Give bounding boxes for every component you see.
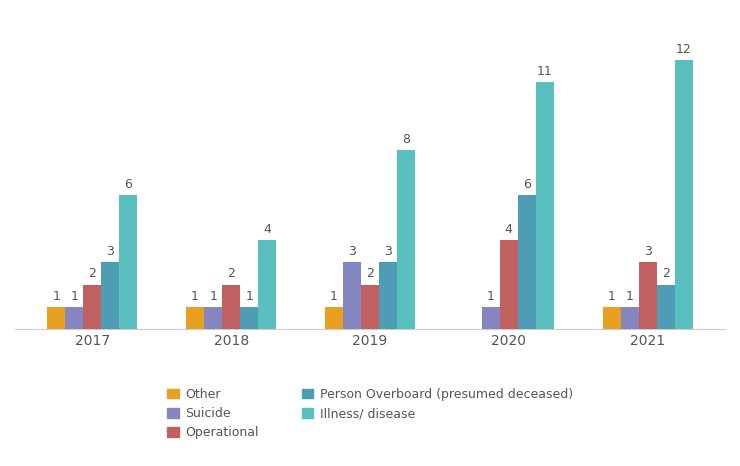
Bar bbox=[343, 262, 361, 329]
Text: 1: 1 bbox=[53, 290, 60, 303]
Bar bbox=[675, 60, 693, 329]
Text: 11: 11 bbox=[537, 65, 553, 78]
Bar bbox=[119, 195, 138, 329]
Bar bbox=[186, 307, 204, 329]
Text: 8: 8 bbox=[402, 133, 410, 146]
Bar bbox=[500, 240, 518, 329]
Text: 1: 1 bbox=[625, 290, 633, 303]
Bar bbox=[361, 285, 379, 329]
Text: 3: 3 bbox=[384, 245, 392, 258]
Text: 6: 6 bbox=[124, 178, 132, 191]
Bar bbox=[325, 307, 343, 329]
Text: 6: 6 bbox=[523, 178, 531, 191]
Text: 1: 1 bbox=[70, 290, 78, 303]
Text: 1: 1 bbox=[209, 290, 217, 303]
Text: 3: 3 bbox=[644, 245, 651, 258]
Text: 3: 3 bbox=[107, 245, 115, 258]
Bar bbox=[258, 240, 276, 329]
Text: 2: 2 bbox=[366, 267, 374, 281]
Bar bbox=[639, 262, 656, 329]
Text: 12: 12 bbox=[676, 43, 692, 56]
Text: 2: 2 bbox=[662, 267, 670, 281]
Bar bbox=[204, 307, 222, 329]
Bar bbox=[621, 307, 639, 329]
Text: 2: 2 bbox=[89, 267, 96, 281]
Bar bbox=[47, 307, 65, 329]
Bar bbox=[379, 262, 397, 329]
Text: 1: 1 bbox=[487, 290, 495, 303]
Bar bbox=[536, 82, 554, 329]
Text: 2: 2 bbox=[227, 267, 235, 281]
Text: 1: 1 bbox=[245, 290, 253, 303]
Text: 1: 1 bbox=[330, 290, 338, 303]
Text: 1: 1 bbox=[191, 290, 199, 303]
Bar bbox=[656, 285, 675, 329]
Legend: Other, Suicide, Operational, Person Overboard (presumed deceased), Illness/ dise: Other, Suicide, Operational, Person Over… bbox=[162, 383, 578, 445]
Bar bbox=[84, 285, 101, 329]
Bar bbox=[518, 195, 536, 329]
Bar bbox=[222, 285, 241, 329]
Bar bbox=[101, 262, 119, 329]
Text: 1: 1 bbox=[608, 290, 616, 303]
Bar bbox=[65, 307, 84, 329]
Bar bbox=[482, 307, 500, 329]
Bar bbox=[240, 307, 258, 329]
Bar bbox=[397, 150, 415, 329]
Bar bbox=[602, 307, 621, 329]
Text: 4: 4 bbox=[505, 223, 513, 235]
Text: 4: 4 bbox=[263, 223, 272, 235]
Text: 3: 3 bbox=[348, 245, 356, 258]
